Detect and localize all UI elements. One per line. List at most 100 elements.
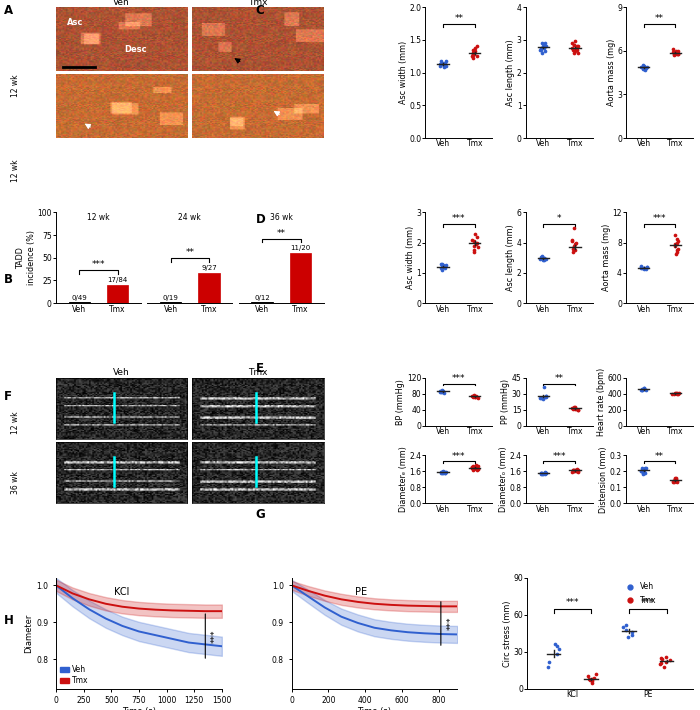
- Tmx: [118, 603, 127, 611]
- Point: [472, 231, 483, 242]
- Point: [586, 677, 597, 688]
- Point: [439, 263, 450, 274]
- Text: ***: ***: [452, 214, 466, 224]
- Point: [638, 467, 649, 479]
- Point: [573, 40, 584, 52]
- Title: Tmx: Tmx: [248, 0, 268, 7]
- Point: [669, 474, 680, 485]
- Point: [468, 461, 479, 472]
- Point: [669, 241, 680, 252]
- Veh: [151, 631, 160, 640]
- Point: [668, 48, 679, 60]
- Point: [470, 459, 482, 471]
- Point: [636, 61, 647, 72]
- Point: [543, 656, 554, 667]
- Point: [671, 474, 682, 485]
- Point: [537, 469, 548, 480]
- Point: [570, 43, 582, 55]
- Point: [671, 48, 682, 60]
- Point: [435, 263, 447, 274]
- Point: [468, 246, 480, 258]
- Point: [587, 673, 598, 684]
- Y-axis label: Asc length (mm): Asc length (mm): [506, 39, 515, 106]
- Point: [469, 391, 480, 403]
- Veh: [69, 594, 77, 603]
- Tmx: [85, 595, 93, 604]
- Point: [617, 621, 629, 633]
- Point: [572, 404, 583, 415]
- Text: C: C: [256, 4, 265, 16]
- Point: [671, 387, 682, 398]
- Point: [470, 239, 482, 250]
- Point: [467, 48, 478, 60]
- Point: [538, 252, 550, 263]
- Point: [468, 390, 480, 401]
- Point: [589, 672, 600, 683]
- Point: [468, 391, 479, 403]
- Point: [568, 246, 579, 258]
- X-axis label: Time (s): Time (s): [122, 706, 156, 710]
- Point: [671, 246, 682, 258]
- Point: [640, 263, 651, 275]
- Point: [671, 388, 682, 400]
- Point: [469, 391, 480, 403]
- Point: [536, 468, 547, 479]
- Text: KCl: KCl: [114, 586, 130, 597]
- Point: [572, 404, 583, 415]
- Point: [660, 656, 671, 667]
- Point: [435, 386, 447, 398]
- Point: [572, 465, 583, 476]
- Point: [671, 475, 682, 486]
- Point: [655, 657, 666, 669]
- Point: [470, 45, 481, 57]
- Point: [440, 467, 451, 479]
- Point: [671, 237, 682, 248]
- Point: [436, 258, 447, 270]
- Point: [440, 466, 452, 478]
- Point: [660, 651, 671, 662]
- Y-axis label: PP (mmHg): PP (mmHg): [501, 379, 510, 425]
- Point: [669, 472, 680, 484]
- Point: [435, 55, 447, 67]
- Y-axis label: Aorta mass (mg): Aorta mass (mg): [607, 39, 616, 106]
- Tmx: [201, 607, 209, 616]
- Tmx: [69, 589, 77, 598]
- Point: [440, 60, 452, 72]
- Text: 11/20: 11/20: [290, 246, 311, 251]
- Point: [637, 61, 648, 72]
- Point: [571, 464, 582, 475]
- Point: [637, 60, 648, 71]
- Point: [667, 475, 678, 486]
- Point: [638, 63, 650, 75]
- Point: [536, 467, 547, 479]
- Point: [435, 386, 446, 398]
- Point: [568, 240, 579, 251]
- Point: [639, 383, 650, 395]
- Point: [668, 477, 679, 488]
- Point: [468, 44, 480, 55]
- Point: [671, 47, 682, 58]
- Point: [638, 383, 650, 394]
- Point: [568, 464, 579, 475]
- Point: [569, 36, 580, 47]
- Point: [438, 260, 449, 271]
- Point: [670, 48, 681, 59]
- Point: [438, 387, 449, 398]
- Point: [641, 462, 652, 474]
- Point: [435, 386, 447, 397]
- Point: [466, 462, 477, 473]
- Text: ***: ***: [641, 598, 654, 607]
- Point: [437, 386, 448, 398]
- Point: [535, 253, 546, 265]
- Point: [469, 48, 480, 60]
- Bar: [199, 273, 220, 303]
- Point: [669, 229, 680, 241]
- Point: [572, 40, 583, 52]
- Y-axis label: BP (mmHg): BP (mmHg): [396, 379, 405, 425]
- Point: [668, 477, 680, 488]
- Bar: [290, 253, 311, 303]
- Point: [436, 466, 447, 478]
- Point: [468, 48, 479, 59]
- Point: [566, 234, 578, 246]
- Point: [569, 403, 580, 415]
